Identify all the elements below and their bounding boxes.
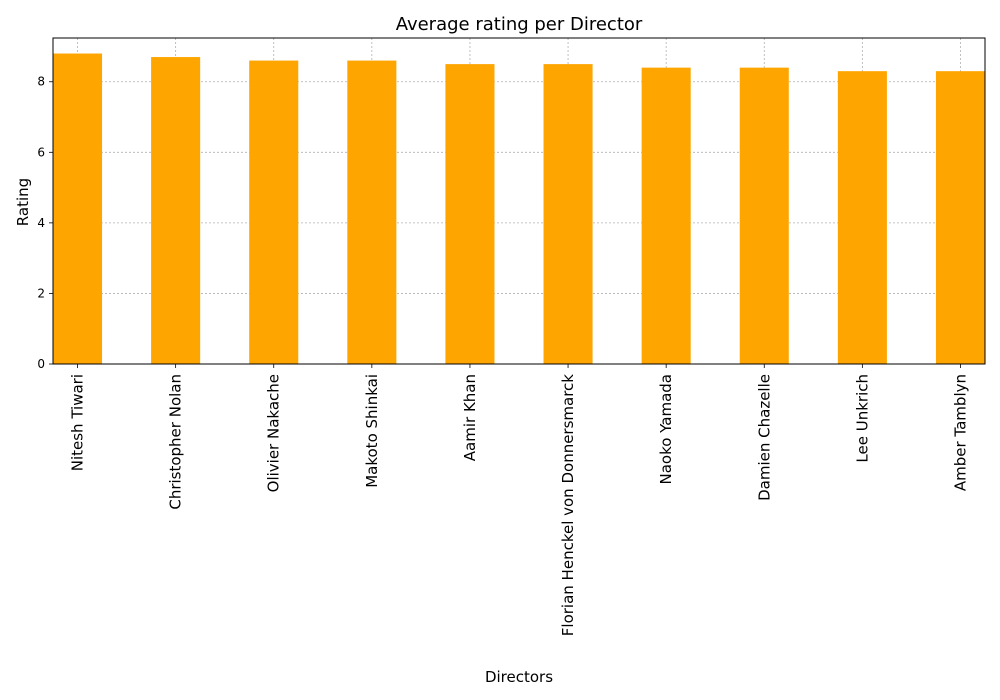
x-tick-label: Amber Tamblyn bbox=[951, 374, 969, 491]
x-tick-label: Damien Chazelle bbox=[755, 374, 773, 501]
bar bbox=[543, 64, 593, 365]
bar bbox=[151, 57, 201, 365]
y-tick-label: 8 bbox=[37, 75, 45, 89]
x-tick-label: Makoto Shinkai bbox=[363, 374, 381, 488]
y-tick-label: 4 bbox=[37, 216, 45, 230]
bar bbox=[739, 67, 789, 365]
plot-frame bbox=[52, 37, 986, 365]
x-tick-label: Naoko Yamada bbox=[657, 374, 675, 485]
bar bbox=[347, 60, 397, 365]
x-tick-label: Lee Unkrich bbox=[853, 374, 871, 463]
chart-title: Average rating per Director bbox=[396, 14, 643, 35]
x-tick-label: Olivier Nakache bbox=[265, 374, 283, 492]
bar bbox=[53, 53, 103, 365]
bars bbox=[53, 53, 985, 365]
y-tick-label: 2 bbox=[37, 286, 45, 300]
x-tick-label: Nitesh Tiwari bbox=[69, 374, 87, 471]
y-axis-ticks: 0 2 4 6 8 bbox=[37, 75, 53, 371]
bar bbox=[837, 71, 887, 365]
x-axis-ticks: Nitesh Tiwari Christopher Nolan Olivier Na… bbox=[69, 364, 969, 637]
bar bbox=[445, 64, 495, 365]
bar bbox=[641, 67, 691, 365]
bar bbox=[249, 60, 299, 365]
bar bbox=[935, 71, 985, 365]
x-tick-label: Aamir Khan bbox=[461, 374, 479, 461]
x-tick-label: Florian Henckel von Donnersmarck bbox=[559, 374, 577, 637]
y-tick-label: 0 bbox=[37, 357, 45, 371]
y-tick-label: 6 bbox=[37, 145, 45, 159]
y-axis-label: Rating bbox=[14, 178, 32, 226]
x-tick-label: Christopher Nolan bbox=[167, 374, 185, 510]
x-axis-label: Directors bbox=[485, 668, 553, 686]
